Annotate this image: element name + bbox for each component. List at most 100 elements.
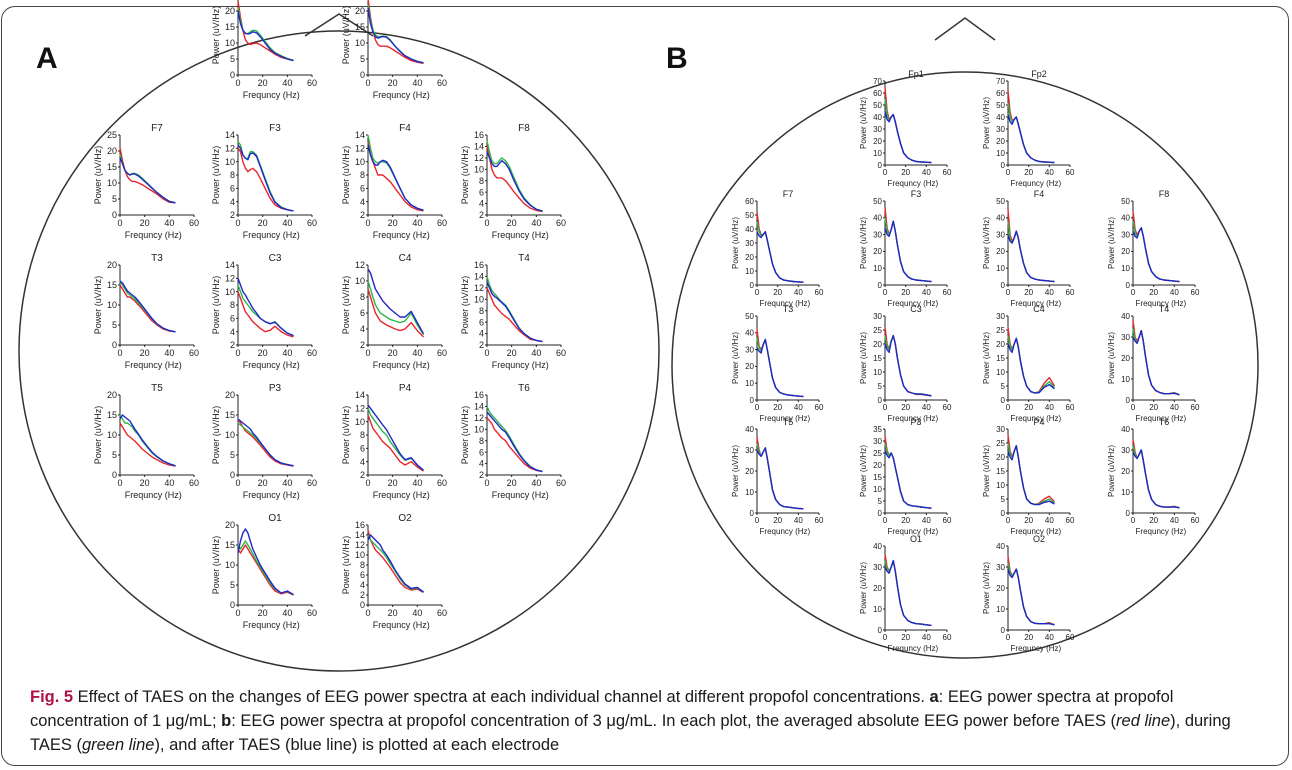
y-tick-label: 30: [996, 425, 1005, 434]
x-tick-label: 60: [437, 608, 447, 618]
y-tick-label: 20: [1121, 354, 1130, 363]
x-tick-label: 20: [1024, 403, 1033, 412]
x-axis-label: Frequncy (Hz): [760, 299, 811, 308]
figure-frame: [1, 6, 1289, 766]
y-tick-label: 60: [745, 197, 754, 206]
y-tick-label: 14: [225, 130, 235, 140]
y-axis-label: Power (uV/Hz): [982, 332, 991, 384]
y-tick-label: 20: [996, 453, 1005, 462]
channel-title: F7: [783, 189, 794, 199]
y-tick-label: 0: [1001, 626, 1006, 635]
y-tick-label: 10: [996, 481, 1005, 490]
series-line-before: [884, 86, 932, 164]
x-tick-label: 0: [235, 348, 240, 358]
y-tick-label: 2: [479, 210, 484, 220]
channel-title: O2: [1033, 534, 1045, 544]
y-tick-label: 10: [996, 149, 1005, 158]
y-tick-label: 0: [230, 600, 235, 610]
y-tick-label: 14: [355, 530, 365, 540]
y-axis-label: Power (uV/Hz): [731, 332, 740, 384]
series-line-before: [756, 212, 804, 283]
x-tick-label: 40: [412, 478, 422, 488]
x-tick-label: 40: [164, 218, 174, 228]
series-line-after: [1007, 568, 1055, 626]
x-axis-label: Frequncy (Hz): [243, 230, 300, 240]
series-line-during: [237, 422, 294, 467]
x-tick-label: 40: [412, 608, 422, 618]
y-tick-label: 40: [1121, 312, 1130, 321]
x-tick-label: 40: [1045, 516, 1054, 525]
y-tick-label: 20: [996, 137, 1005, 146]
x-tick-label: 20: [901, 633, 910, 642]
y-tick-label: 6: [479, 317, 484, 327]
y-tick-label: 15: [107, 162, 117, 172]
y-tick-label: 20: [1121, 247, 1130, 256]
series-line-after: [367, 268, 425, 335]
y-tick-label: 2: [360, 210, 365, 220]
channel-title: Fp2: [1031, 69, 1047, 79]
x-tick-label: 20: [140, 218, 150, 228]
y-tick-label: 35: [873, 425, 882, 434]
y-tick-label: 0: [878, 396, 883, 405]
x-tick-label: 20: [901, 288, 910, 297]
y-tick-label: 40: [745, 329, 754, 338]
x-tick-label: 60: [189, 348, 199, 358]
x-tick-label: 20: [258, 608, 268, 618]
y-tick-label: 20: [873, 340, 882, 349]
y-tick-label: 0: [112, 210, 117, 220]
x-tick-label: 20: [388, 218, 398, 228]
y-tick-label: 30: [1121, 446, 1130, 455]
x-tick-label: 0: [755, 403, 760, 412]
y-tick-label: 5: [230, 580, 235, 590]
y-axis-label: Power (uV/Hz): [341, 536, 351, 595]
x-tick-label: 60: [556, 218, 566, 228]
panel-a-plots: Fp105101520250204060Frequncy (Hz)Power (…: [93, 0, 566, 630]
y-axis-label: Power (uV/Hz): [731, 445, 740, 497]
series-line-during: [756, 337, 804, 398]
y-tick-label: 0: [360, 600, 365, 610]
y-tick-label: 0: [360, 70, 365, 80]
y-tick-label: 0: [750, 396, 755, 405]
y-tick-label: 5: [878, 497, 883, 506]
subplot-b-o2: O2 0 10 20 30 40 0 20 40 60 Frequncy (Hz) Power (uV…: [982, 534, 1075, 653]
x-tick-label: 40: [1045, 403, 1054, 412]
y-axis-label: Power (uV/Hz): [982, 97, 991, 149]
series-line-before: [237, 544, 294, 596]
y-tick-label: 20: [996, 247, 1005, 256]
series-line-before: [237, 291, 294, 338]
y-tick-label: 10: [225, 157, 235, 167]
x-axis-label: Frequncy (Hz): [243, 90, 300, 100]
y-tick-label: 5: [112, 194, 117, 204]
x-tick-label: 0: [1006, 168, 1011, 177]
y-tick-label: 12: [474, 153, 484, 163]
subplot-a-p4: P4 2 4 6 8 10 12 14 0 20 40 60 Frequncy (Hz) Power (u…: [341, 383, 447, 500]
x-tick-label: 60: [943, 288, 952, 297]
y-tick-label: 50: [873, 101, 882, 110]
y-tick-label: 10: [996, 368, 1005, 377]
channel-title: T6: [518, 383, 530, 394]
y-tick-label: 4: [230, 327, 235, 337]
channel-title: T3: [151, 253, 163, 264]
y-tick-label: 10: [1121, 488, 1130, 497]
x-tick-label: 40: [531, 348, 541, 358]
x-tick-label: 60: [815, 288, 824, 297]
subplot-b-t3: T3 0 10 20 30 40 50 0 20 40 60 Frequncy (Hz) Power (…: [731, 304, 824, 423]
series-line-after: [756, 338, 804, 398]
y-axis-label: Power (uV/Hz): [93, 146, 103, 205]
x-axis-label: Frequncy (Hz): [1136, 299, 1187, 308]
y-tick-label: 10: [1121, 375, 1130, 384]
y-tick-label: 10: [745, 379, 754, 388]
subplot-a-t3: T3 0 5 10 15 20 0 20 40 60 Frequncy (Hz) Power (uV/…: [93, 253, 199, 370]
series-line-before: [486, 287, 543, 343]
y-tick-label: 25: [107, 130, 117, 140]
y-tick-label: 5: [112, 450, 117, 460]
y-tick-label: 6: [230, 313, 235, 323]
y-tick-label: 12: [355, 540, 365, 550]
x-tick-label: 40: [1045, 288, 1054, 297]
y-tick-label: 70: [996, 77, 1005, 86]
y-tick-label: 50: [996, 101, 1005, 110]
y-tick-label: 10: [225, 430, 235, 440]
x-tick-label: 20: [773, 516, 782, 525]
series-line-during: [237, 540, 294, 596]
